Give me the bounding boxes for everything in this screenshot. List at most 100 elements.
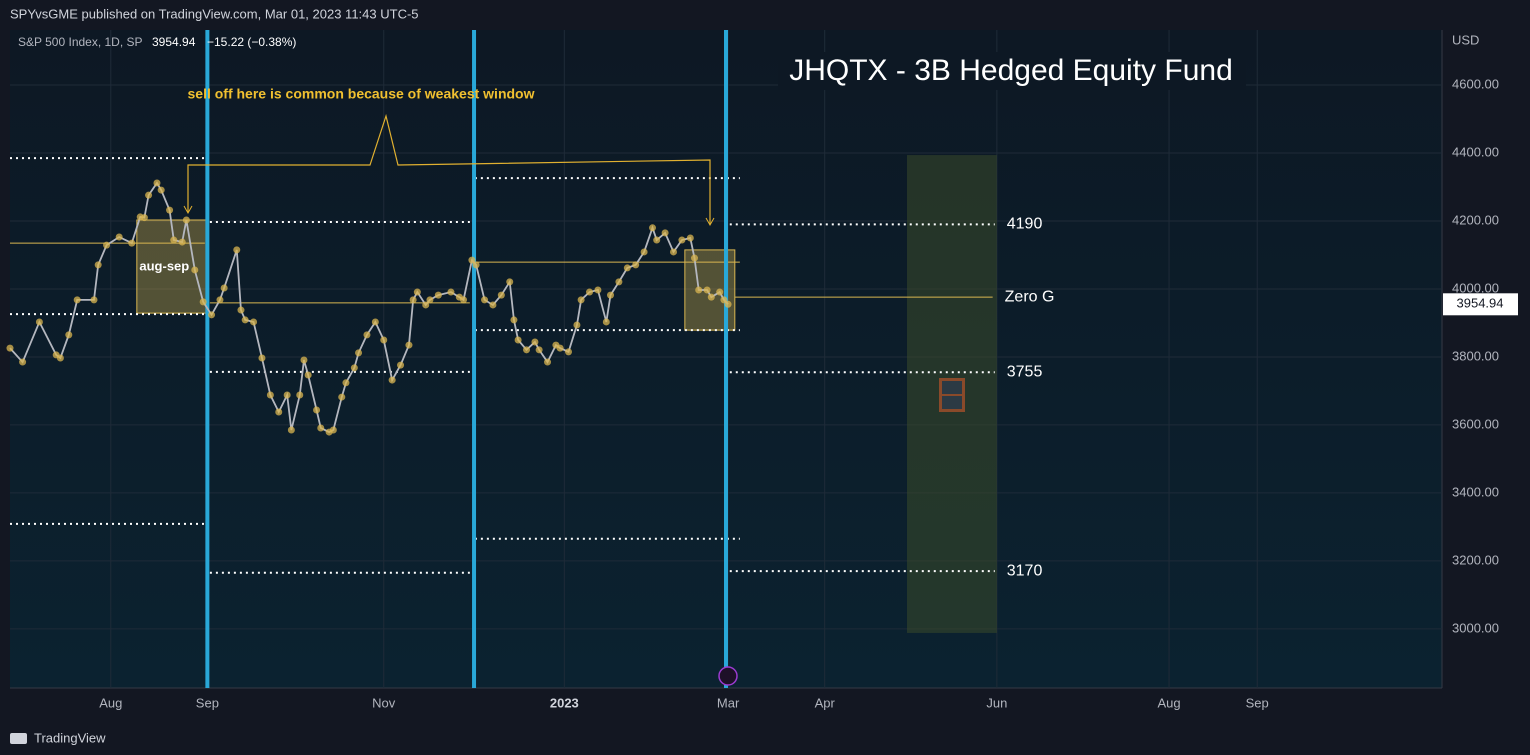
price-dot xyxy=(300,356,308,364)
price-dot xyxy=(413,288,421,296)
x-tick-label: Jun xyxy=(986,695,1007,710)
price-dot xyxy=(258,354,266,362)
price-dot xyxy=(434,291,442,299)
price-dot xyxy=(287,426,295,434)
window-icon xyxy=(939,378,965,412)
price-dot xyxy=(506,278,514,286)
price-dot xyxy=(409,296,417,304)
level-label: 3755 xyxy=(1007,363,1043,380)
price-dot xyxy=(153,179,161,187)
price-tag-bg xyxy=(1443,293,1518,316)
price-dot xyxy=(720,296,728,304)
price-dot xyxy=(145,191,153,199)
price-dot xyxy=(397,361,405,369)
price-dot xyxy=(535,346,543,354)
price-dot xyxy=(544,358,552,366)
price-dot xyxy=(178,238,186,246)
price-dot xyxy=(447,288,455,296)
price-dot xyxy=(497,291,505,299)
price-dot xyxy=(304,371,312,379)
y-tick-label: 4000.00 xyxy=(1452,280,1499,295)
price-dot xyxy=(275,408,283,416)
y-tick-label: 3400.00 xyxy=(1452,484,1499,499)
price-dot xyxy=(686,234,694,242)
legend-price: 3954.94 xyxy=(152,35,196,49)
price-dot xyxy=(170,236,178,244)
y-tick-label: 3000.00 xyxy=(1452,620,1499,635)
price-dot xyxy=(233,246,241,254)
level-label: Zero G xyxy=(1005,288,1055,305)
price-dot xyxy=(531,338,539,346)
price-dot xyxy=(405,341,413,349)
y-tick-label: 3800.00 xyxy=(1452,348,1499,363)
y-tick-label: 4400.00 xyxy=(1452,144,1499,159)
y-tick-label: 3600.00 xyxy=(1452,416,1499,431)
price-dot xyxy=(573,321,581,329)
tv-logo xyxy=(10,733,27,744)
x-tick-label: Aug xyxy=(1157,695,1180,710)
price-dot xyxy=(283,391,291,399)
chart-title: JHQTX - 3B Hedged Equity Fund xyxy=(789,54,1233,87)
price-dot xyxy=(695,286,703,294)
title-background xyxy=(778,52,1246,90)
price-dot xyxy=(208,311,216,319)
price-dot xyxy=(317,424,325,432)
price-dot xyxy=(266,391,274,399)
price-dot xyxy=(313,406,321,414)
price-dot xyxy=(166,206,174,214)
price-dot xyxy=(510,316,518,324)
event-icon xyxy=(718,666,738,686)
price-dot xyxy=(380,336,388,344)
price-dot xyxy=(241,316,249,324)
price-dot xyxy=(6,344,14,352)
price-dot xyxy=(329,426,337,434)
x-tick-label: Sep xyxy=(1246,695,1269,710)
price-dot xyxy=(296,391,304,399)
price-dot xyxy=(237,306,245,314)
y-tick-label: 4200.00 xyxy=(1452,212,1499,227)
price-dot xyxy=(338,393,346,401)
price-dot xyxy=(363,331,371,339)
arrow xyxy=(183,205,193,215)
price-dot xyxy=(594,286,602,294)
price-dot xyxy=(182,216,190,224)
price-dot xyxy=(615,278,623,286)
price-dot xyxy=(586,288,594,296)
price-dot xyxy=(481,296,489,304)
price-dot xyxy=(216,296,224,304)
header: SPYvsGME published on TradingView.com, M… xyxy=(10,6,419,21)
x-tick-label: Mar xyxy=(717,695,740,710)
x-tick-label: Sep xyxy=(196,695,219,710)
y-tick-label: 3200.00 xyxy=(1452,552,1499,567)
price-dot xyxy=(388,376,396,384)
price-dot xyxy=(724,300,732,308)
x-tick-label: Aug xyxy=(99,695,122,710)
x-tick-label: Apr xyxy=(815,695,836,710)
price-dot xyxy=(472,261,480,269)
legend-change: −15.22 (−0.38%) xyxy=(207,35,296,49)
price-dot xyxy=(35,318,43,326)
price-dot xyxy=(19,358,27,366)
annotation: sell off here is common because of weake… xyxy=(188,86,535,102)
price-dot xyxy=(73,296,81,304)
price-dot xyxy=(157,186,165,194)
level-label: 4190 xyxy=(1007,216,1043,233)
price-dot xyxy=(716,288,724,296)
footer: TradingView xyxy=(34,730,106,745)
price-dot xyxy=(342,379,350,387)
price-dot xyxy=(691,254,699,262)
price-dot xyxy=(103,241,111,249)
box-label: aug-sep xyxy=(139,258,189,273)
price-dot xyxy=(355,349,363,357)
price-dot xyxy=(468,256,476,264)
price-axis xyxy=(1442,30,1530,725)
price-dot xyxy=(128,239,136,247)
price-dot xyxy=(707,293,715,301)
price-tag: 3954.94 xyxy=(1457,296,1504,311)
price-dot xyxy=(350,364,358,372)
price-dot xyxy=(649,224,657,232)
price-dot xyxy=(577,296,585,304)
price-dot xyxy=(514,336,522,344)
arrow xyxy=(705,217,715,227)
price-dot xyxy=(602,318,610,326)
